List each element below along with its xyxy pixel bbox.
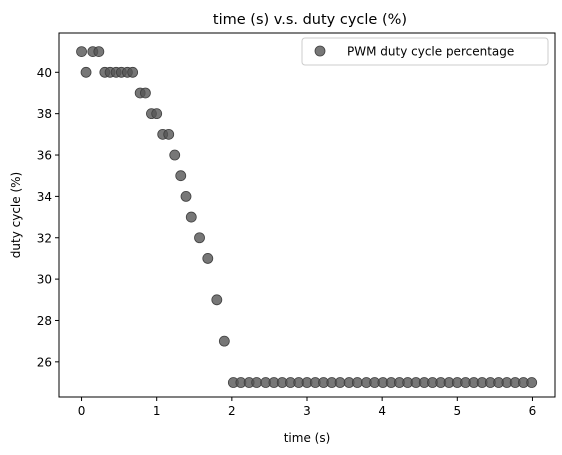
y-tick-label: 30 bbox=[37, 273, 52, 287]
x-tick-label: 4 bbox=[378, 404, 386, 418]
data-point bbox=[140, 87, 151, 99]
y-tick-label: 26 bbox=[37, 355, 52, 369]
legend: PWM duty cycle percentage bbox=[301, 37, 549, 66]
data-point bbox=[202, 253, 214, 264]
data-point bbox=[180, 190, 192, 202]
data-point bbox=[163, 128, 175, 140]
y-axis-label: duty cycle (%) bbox=[9, 172, 23, 258]
data-point bbox=[127, 66, 139, 78]
legend-marker bbox=[314, 45, 326, 57]
chart-title: time (s) v.s. duty cycle (%) bbox=[213, 12, 407, 28]
x-tick-label: 5 bbox=[453, 404, 461, 418]
data-point bbox=[194, 232, 205, 244]
data-points bbox=[76, 46, 538, 388]
plot-area-frame bbox=[58, 32, 556, 398]
x-tick-label: 6 bbox=[529, 404, 537, 418]
data-point bbox=[80, 66, 92, 78]
y-tick-label: 38 bbox=[37, 107, 52, 121]
x-axis-label: time (s) bbox=[284, 431, 331, 445]
x-axis-ticks: 0 1 2 3 4 5 6 bbox=[78, 397, 537, 418]
x-tick-label: 2 bbox=[228, 404, 236, 418]
data-point bbox=[218, 335, 230, 347]
y-tick-label: 36 bbox=[37, 149, 52, 163]
data-point bbox=[334, 377, 346, 388]
x-tick-label: 1 bbox=[153, 404, 161, 418]
data-point bbox=[76, 46, 87, 58]
data-point bbox=[251, 377, 263, 388]
data-point bbox=[526, 377, 538, 388]
data-point bbox=[175, 170, 187, 182]
y-tick-label: 32 bbox=[37, 231, 52, 245]
data-point bbox=[151, 108, 163, 120]
legend-box bbox=[301, 37, 549, 66]
data-point bbox=[169, 149, 181, 161]
y-tick-label: 28 bbox=[37, 314, 52, 328]
y-tick-label: 40 bbox=[37, 66, 52, 80]
y-axis-ticks: 26 28 30 32 34 36 38 40 bbox=[37, 66, 59, 369]
x-tick-label: 0 bbox=[78, 404, 86, 418]
y-tick-label: 34 bbox=[37, 190, 52, 204]
data-point bbox=[185, 211, 197, 223]
data-point bbox=[211, 294, 223, 306]
x-tick-label: 3 bbox=[303, 404, 311, 418]
data-point bbox=[351, 377, 363, 388]
legend-label: PWM duty cycle percentage bbox=[347, 45, 514, 59]
data-point bbox=[93, 46, 105, 58]
